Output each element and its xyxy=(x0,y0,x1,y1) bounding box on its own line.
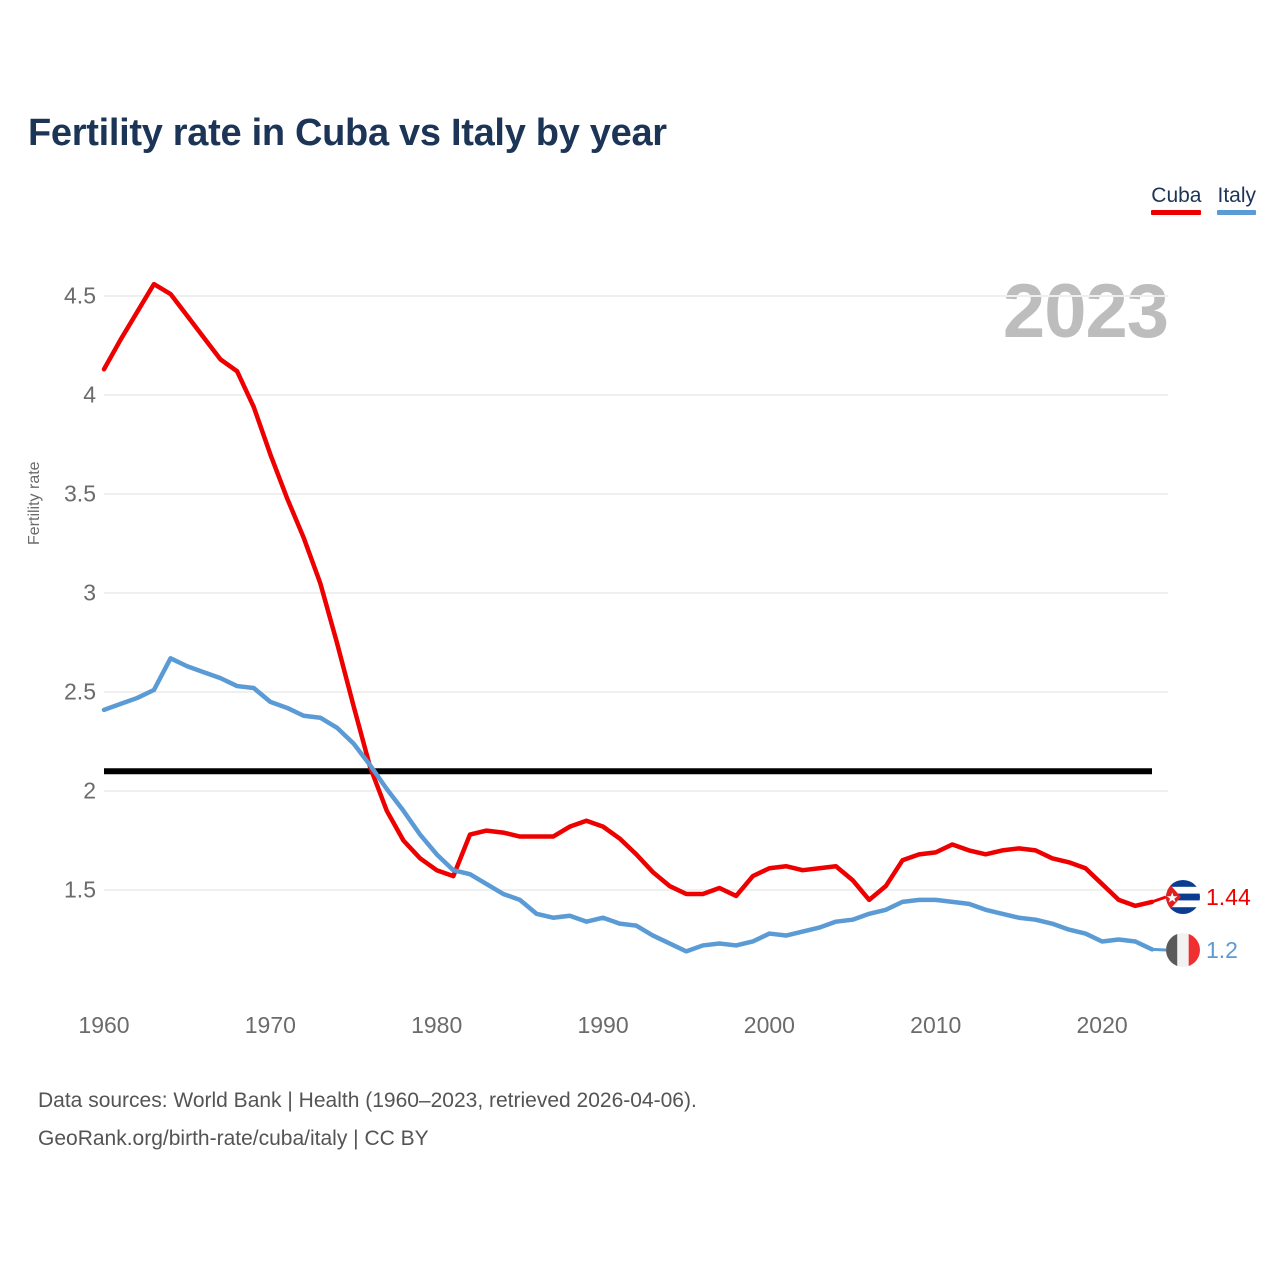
y-tick-label: 2 xyxy=(83,777,96,804)
y-tick-label: 3.5 xyxy=(64,480,96,507)
end-label-value: 1.2 xyxy=(1206,936,1238,963)
x-tick-label: 1970 xyxy=(244,1012,296,1038)
x-tick-label: 1960 xyxy=(78,1012,130,1038)
end-label-connector xyxy=(1151,895,1167,904)
legend-item-cuba[interactable]: Cuba xyxy=(1151,184,1202,215)
y-tick-label: 1.5 xyxy=(64,876,96,903)
end-label-connector xyxy=(1151,947,1167,952)
chart-legend: Cuba Italy xyxy=(1151,184,1256,215)
x-tick-label: 2020 xyxy=(1076,1012,1128,1038)
page-title: Fertility rate in Cuba vs Italy by year xyxy=(28,112,667,154)
y-axis-ticks: 1.5 2 2.5 3 3.5 4 4.5 xyxy=(44,0,96,1280)
x-tick-label: 1990 xyxy=(577,1012,629,1038)
y-tick-label: 4.5 xyxy=(64,282,96,309)
legend-swatch-italy xyxy=(1217,210,1256,215)
end-label-cuba: 1.44 xyxy=(1166,880,1251,914)
series-line-italy xyxy=(101,656,1155,954)
end-label-value: 1.44 xyxy=(1206,883,1251,910)
legend-swatch-cuba xyxy=(1151,210,1202,215)
legend-item-italy[interactable]: Italy xyxy=(1217,184,1256,215)
series-line-cuba xyxy=(101,281,1155,909)
cuba-flag-icon xyxy=(1166,880,1200,914)
legend-label-italy: Italy xyxy=(1217,184,1256,207)
legend-label-cuba: Cuba xyxy=(1151,184,1202,207)
y-tick-label: 2.5 xyxy=(64,678,96,705)
footer-credits: Data sources: World Bank | Health (1960–… xyxy=(38,1082,697,1158)
italy-flag-icon xyxy=(1166,933,1200,967)
y-tick-label: 3 xyxy=(83,579,96,606)
x-tick-label: 2010 xyxy=(910,1012,962,1038)
year-watermark: 2023 xyxy=(1002,269,1169,354)
y-tick-label: 4 xyxy=(83,381,96,408)
footer-line-1: Data sources: World Bank | Health (1960–… xyxy=(38,1089,697,1112)
x-tick-label: 1980 xyxy=(411,1012,463,1038)
x-tick-label: 2000 xyxy=(743,1012,795,1038)
end-label-italy: 1.2 xyxy=(1166,933,1238,967)
footer-line-2: GeoRank.org/birth-rate/cuba/italy | CC B… xyxy=(38,1127,429,1150)
